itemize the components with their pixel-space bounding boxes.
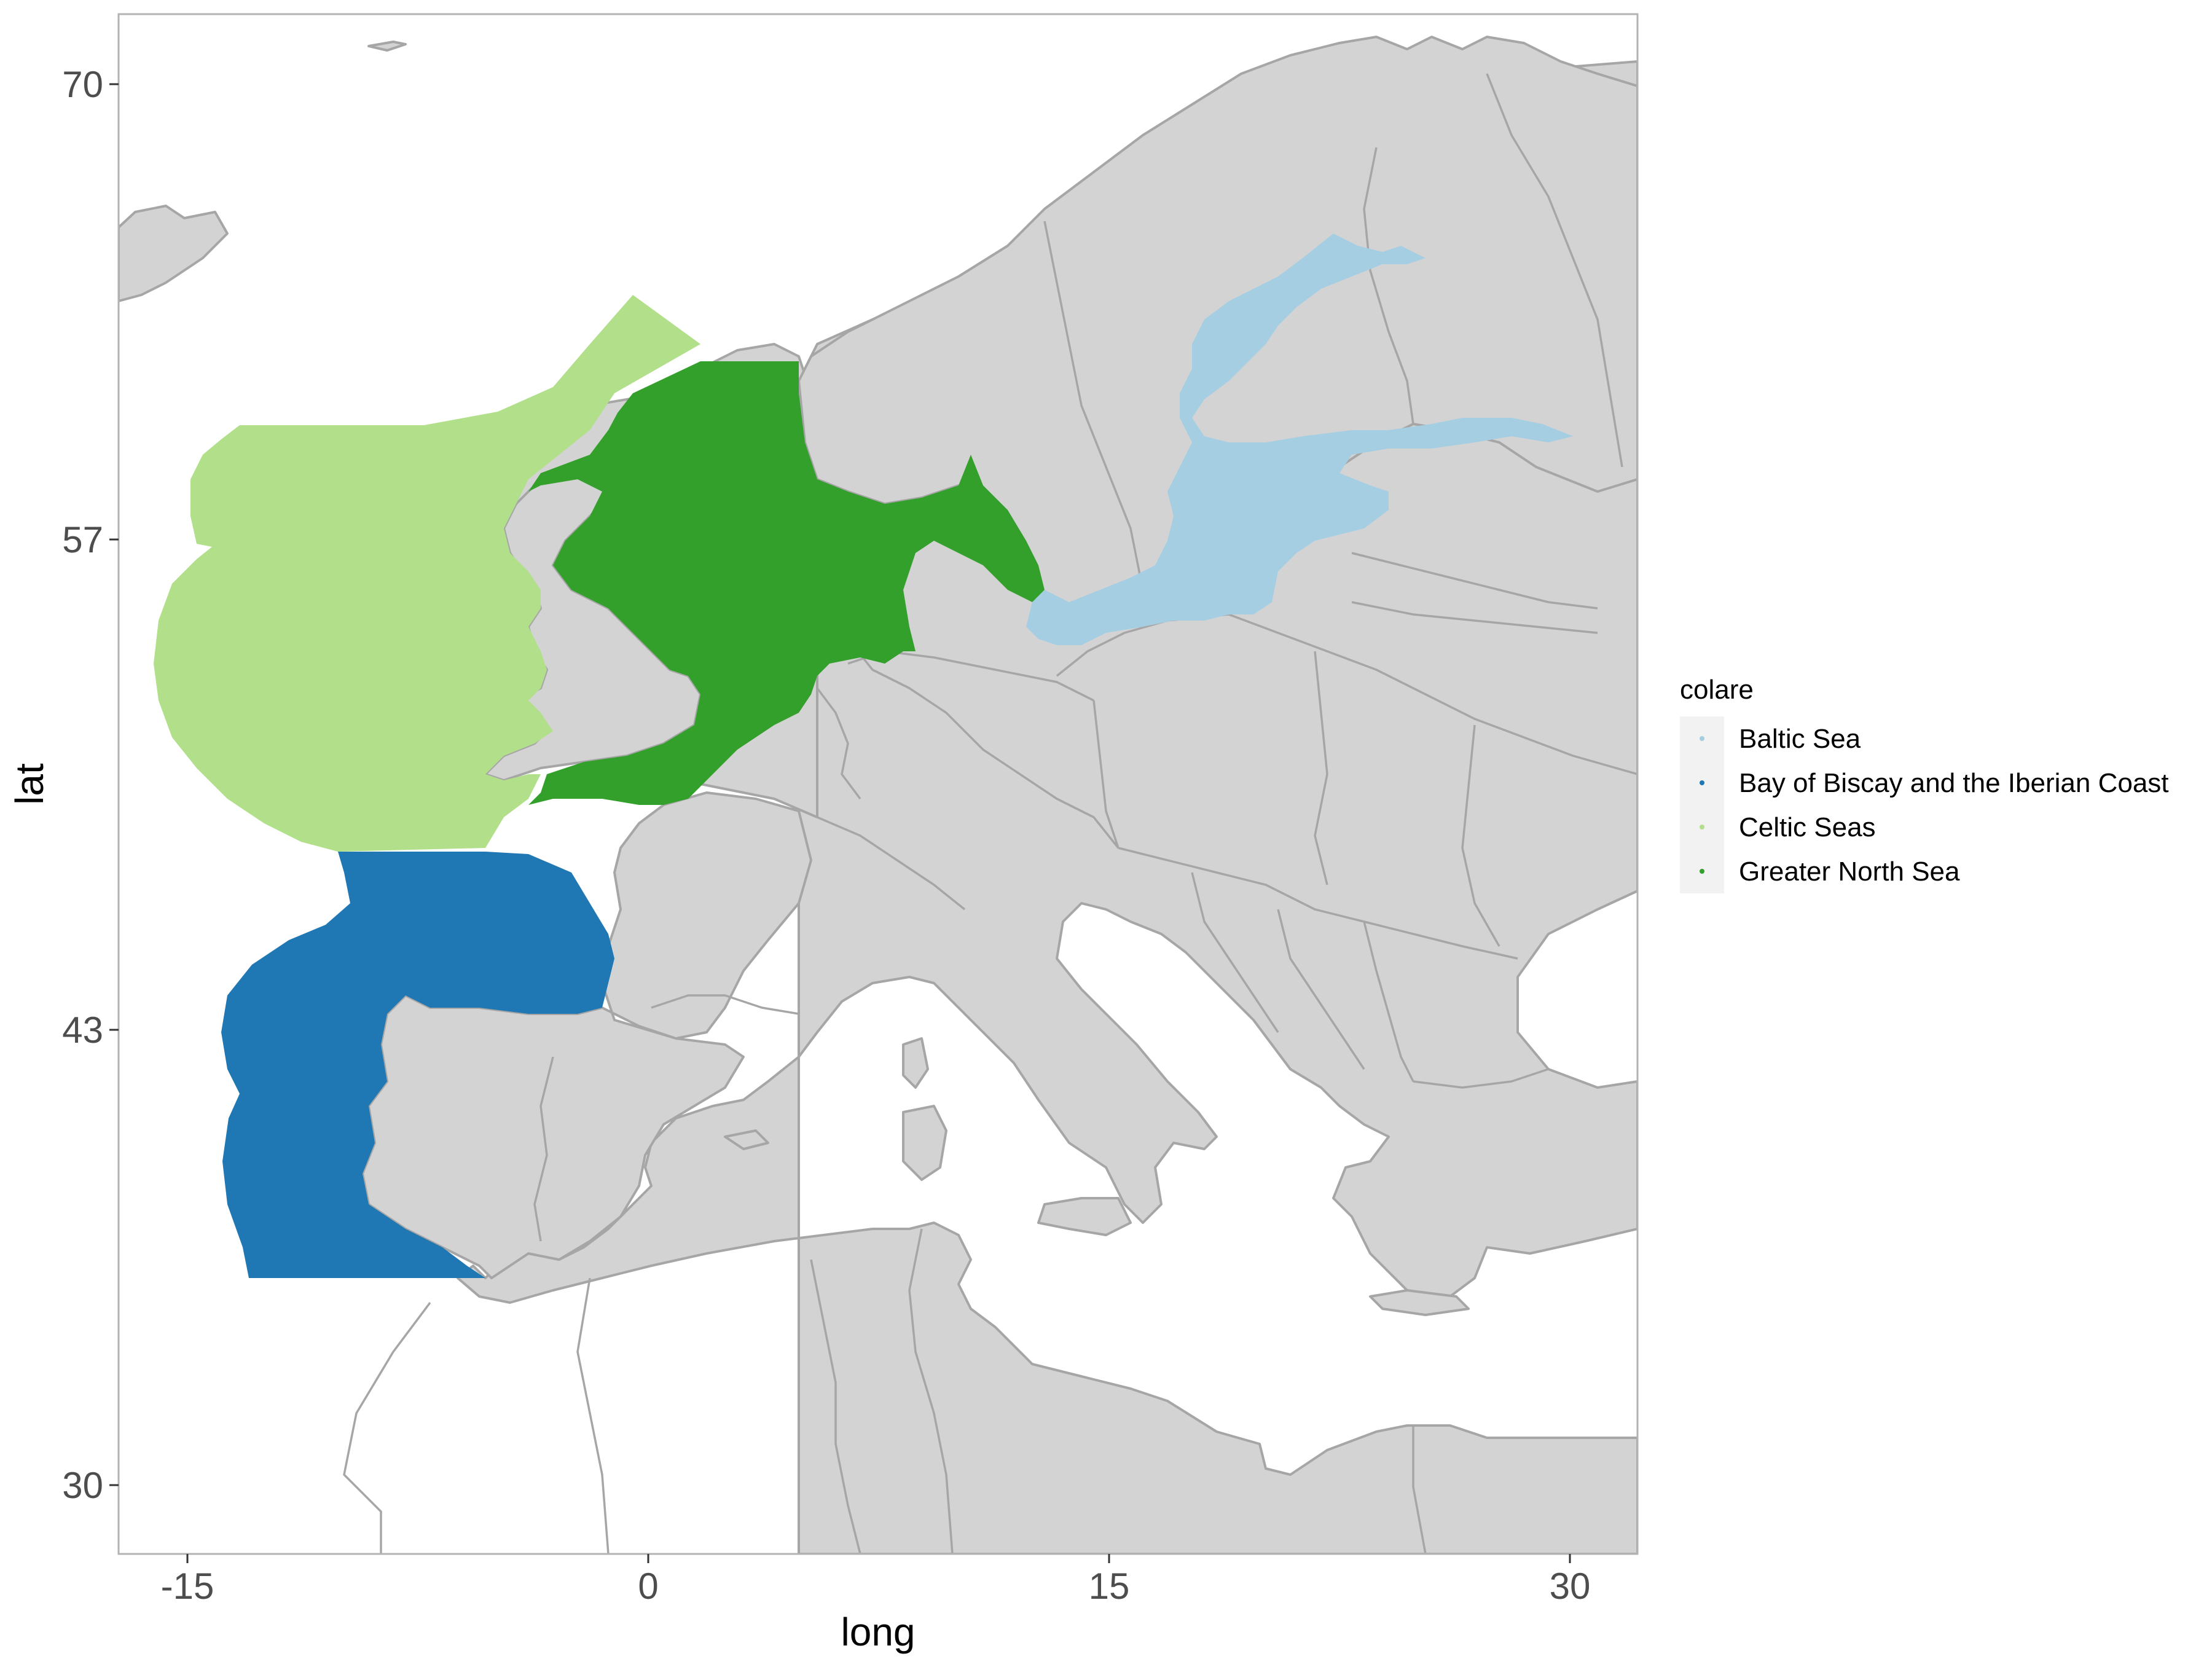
land-sicily	[1037, 1197, 1132, 1236]
y-tick-label: 57	[62, 519, 103, 560]
region-celtic-seas	[154, 295, 700, 852]
panel-border	[117, 13, 1639, 1555]
legend-label-greater-north-sea: Greater North Sea	[1739, 857, 1960, 887]
land-balearics	[724, 1129, 769, 1150]
x-tick-label: 30	[1550, 1566, 1591, 1607]
legend-key-greater-north-sea	[1700, 869, 1704, 874]
legend-key-baltic-sea	[1700, 736, 1704, 741]
legend-title: colare	[1680, 675, 1754, 705]
land-crete	[1369, 1289, 1470, 1316]
land-corsica	[902, 1037, 929, 1089]
y-tick-label: 30	[62, 1465, 103, 1506]
y-tick-label: 70	[62, 64, 103, 105]
x-axis-title: long	[841, 1610, 916, 1654]
y-axis: 70 57 43 30	[62, 64, 119, 1506]
x-tick-label: 15	[1089, 1566, 1130, 1607]
x-tick-label: 0	[638, 1566, 658, 1607]
land-great-britain	[484, 466, 702, 782]
land-iceland	[119, 205, 229, 302]
country-borders	[343, 73, 1637, 1554]
legend-key-background	[1680, 716, 1724, 893]
land-sardinia	[902, 1105, 947, 1181]
land-faroes	[367, 41, 407, 52]
region-baltic-sea	[1026, 233, 1573, 645]
legend-label-celtic-seas: Celtic Seas	[1739, 812, 1876, 842]
x-tick-label: -15	[161, 1566, 214, 1607]
y-axis-title: lat	[7, 763, 52, 805]
y-tick-label: 43	[62, 1010, 103, 1051]
region-bay-of-biscay-iberian-coast	[221, 852, 614, 1278]
legend: colare Baltic Sea Bay of Biscay and the …	[1680, 675, 2169, 893]
legend-label-bay-of-biscay: Bay of Biscay and the Iberian Coast	[1739, 768, 2169, 798]
legend-label-baltic-sea: Baltic Sea	[1739, 724, 1861, 754]
x-axis: -15 0 15 30	[161, 1554, 1591, 1607]
legend-key-bay-of-biscay	[1700, 780, 1704, 785]
legend-key-celtic-seas	[1700, 825, 1704, 830]
region-greater-north-sea	[528, 361, 1045, 805]
